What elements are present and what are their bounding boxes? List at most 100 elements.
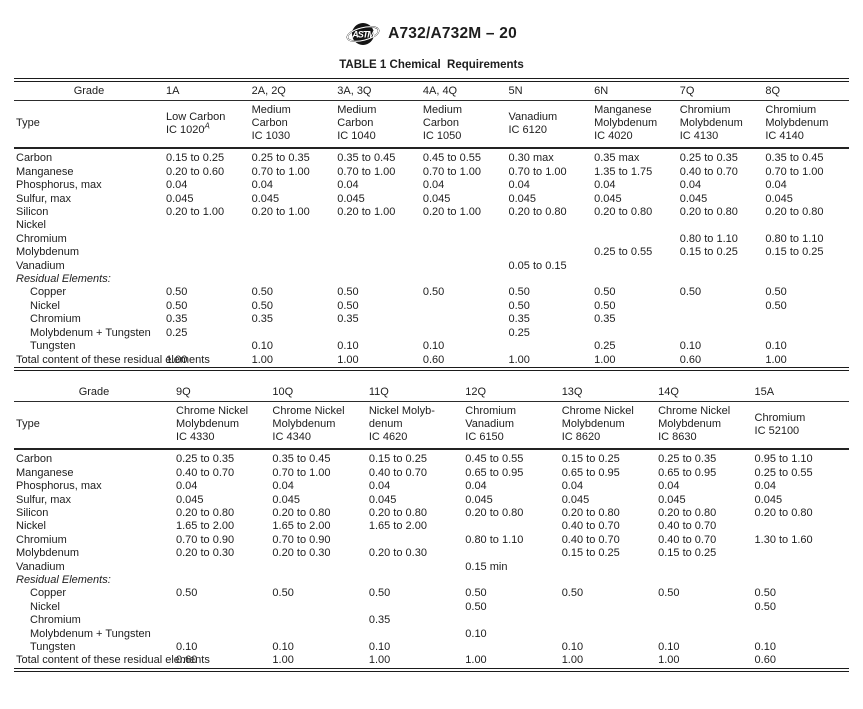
value-cell: 0.95 to 1.10 bbox=[754, 453, 813, 466]
value-cell: 0.35 bbox=[337, 313, 359, 326]
type-cell: Chromium Molybdenum IC 4140 bbox=[763, 100, 849, 150]
element-row-label: Nickel bbox=[16, 520, 46, 533]
value-cell: 1.65 to 2.00 bbox=[368, 520, 427, 533]
value-cell bbox=[335, 260, 421, 273]
value-cell: 0.50 bbox=[765, 286, 787, 299]
value-cell: 0.20 to 1.00 bbox=[337, 206, 396, 219]
element-row-label: Molybdenum bbox=[16, 246, 79, 259]
grade-header-row: Grade 1A 2A, 2Q 3A, 3Q 4A, 4Q 5N 6N 7Q 8Q bbox=[14, 80, 849, 102]
element-row: Nickel 0.50 0.50 0.50 0.50 0.50 0.50 bbox=[14, 300, 849, 313]
value-cell bbox=[656, 601, 752, 614]
element-row: Nickel 1.65 to 2.00 1.65 to 2.00 1.65 to 2.… bbox=[14, 520, 849, 533]
element-row-label: Total content of these residual elements bbox=[16, 654, 210, 667]
value-cell: 0.45 to 0.55 bbox=[422, 152, 481, 165]
grade-header-row: Grade 9Q 10Q 11Q 12Q 13Q 14Q 15A bbox=[14, 382, 849, 403]
value-cell bbox=[164, 219, 250, 232]
value-cell: 0.04 bbox=[465, 480, 487, 493]
value-cell: 0.80 to 1.10 bbox=[765, 232, 824, 245]
element-row: Manganese 0.20 to 0.60 0.70 to 1.00 0.70 to… bbox=[14, 166, 849, 179]
element-row: Sulfur, max 0.045 0.045 0.045 0.045 0.045 0.04… bbox=[14, 193, 849, 206]
value-cell bbox=[250, 273, 336, 286]
grade-col-header: 2A, 2Q bbox=[249, 80, 336, 102]
element-row-label: Sulfur, max bbox=[16, 493, 72, 506]
value-cell: 0.40 to 0.70 bbox=[561, 520, 620, 533]
value-cell: 0.40 to 0.70 bbox=[679, 165, 738, 178]
type-cell: Medium Carbon IC 1040 bbox=[335, 100, 421, 150]
value-cell: 0.50 bbox=[679, 286, 702, 299]
grade-col-header: 8Q bbox=[763, 80, 849, 102]
value-cell: 0.15 to 0.25 bbox=[658, 547, 717, 560]
value-cell: 0.10 bbox=[176, 641, 198, 653]
element-row-label: Molybdenum bbox=[16, 547, 79, 560]
element-row-label: Chromium bbox=[16, 232, 67, 245]
type-cell: Manganese Molybdenum IC 4020 bbox=[592, 100, 678, 150]
value-cell bbox=[592, 233, 678, 246]
value-cell: 0.20 to 0.60 bbox=[166, 165, 225, 178]
type-cell: Nickel Molyb-denum IC 4620 bbox=[366, 401, 464, 451]
grade-col-header: 12Q bbox=[463, 382, 560, 403]
value-cell: 0.65 to 0.95 bbox=[658, 466, 717, 479]
value-cell bbox=[753, 628, 849, 641]
value-cell: 0.045 bbox=[679, 192, 708, 205]
value-cell: 0.04 bbox=[368, 480, 391, 493]
value-cell: 0.10 bbox=[679, 340, 702, 353]
element-row-label: Molybdenum + Tungsten bbox=[30, 326, 151, 339]
value-cell bbox=[270, 574, 366, 587]
element-row-label: Chromium bbox=[30, 614, 81, 627]
value-cell bbox=[367, 601, 463, 614]
element-row-label: Nickel bbox=[30, 600, 60, 613]
value-cell bbox=[560, 601, 656, 614]
value-cell: 1.35 to 1.75 bbox=[594, 165, 653, 178]
element-row-label: Nickel bbox=[16, 219, 46, 232]
value-cell: 0.25 to 0.35 bbox=[658, 453, 717, 466]
value-cell: 0.50 bbox=[465, 587, 487, 600]
element-row: Chromium 0.35 bbox=[14, 614, 849, 627]
element-row: Residual Elements: bbox=[14, 574, 849, 587]
value-cell: 0.65 to 0.95 bbox=[465, 466, 524, 479]
value-cell: 1.00 bbox=[272, 654, 294, 667]
value-cell bbox=[592, 327, 678, 340]
value-cell: 0.35 bbox=[166, 313, 188, 326]
value-cell: 0.40 to 0.70 bbox=[658, 520, 717, 533]
value-cell: 0.20 to 0.80 bbox=[754, 506, 813, 519]
value-cell: 0.10 bbox=[465, 627, 487, 640]
value-cell bbox=[421, 313, 507, 326]
element-row-label: Silicon bbox=[16, 206, 49, 219]
value-cell bbox=[678, 273, 764, 286]
value-cell bbox=[250, 233, 336, 246]
value-cell: 1.00 bbox=[337, 353, 359, 366]
value-cell bbox=[592, 219, 678, 232]
value-cell bbox=[463, 547, 559, 560]
value-cell: 1.65 to 2.00 bbox=[272, 520, 331, 533]
value-cell bbox=[507, 233, 593, 246]
value-cell bbox=[174, 601, 270, 614]
value-cell bbox=[367, 574, 463, 587]
value-cell: 0.04 bbox=[166, 179, 188, 192]
value-cell bbox=[656, 614, 752, 627]
element-row-label: Molybdenum + Tungsten bbox=[30, 627, 151, 640]
value-cell: 0.25 to 0.55 bbox=[754, 466, 813, 479]
value-cell bbox=[164, 340, 250, 353]
value-cell: 0.35 bbox=[594, 313, 616, 326]
element-row-label: Carbon bbox=[16, 152, 53, 165]
element-row: Molybdenum + Tungsten 0.25 0.25 bbox=[14, 327, 849, 340]
astm-logo-icon: ASTM bbox=[346, 23, 380, 45]
grade-col-header: 4A, 4Q bbox=[420, 80, 507, 102]
element-row: Phosphorus, max 0.04 0.04 0.04 0.04 0.04 0.04 0… bbox=[14, 179, 849, 192]
value-cell: 0.50 bbox=[166, 286, 188, 299]
document-code: A732/A732M – 20 bbox=[388, 25, 517, 42]
value-cell: 0.045 bbox=[337, 192, 365, 205]
document-header: ASTM A732/A732M – 20 bbox=[0, 0, 863, 48]
value-cell: 0.35 bbox=[508, 313, 530, 326]
value-cell: 0.10 bbox=[658, 641, 680, 653]
value-cell: 0.60 bbox=[679, 353, 702, 366]
value-cell: 0.045 bbox=[422, 192, 451, 205]
element-row: Silicon 0.20 to 1.00 0.20 to 1.00 0.20 to 1… bbox=[14, 206, 849, 219]
value-cell bbox=[560, 574, 656, 587]
value-cell: 0.04 bbox=[176, 480, 198, 493]
value-cell: 1.00 bbox=[465, 654, 487, 667]
value-cell bbox=[753, 520, 849, 533]
value-cell: 0.045 bbox=[754, 493, 783, 506]
type-cell: Medium Carbon IC 1050 bbox=[420, 100, 507, 150]
value-cell bbox=[763, 219, 849, 232]
